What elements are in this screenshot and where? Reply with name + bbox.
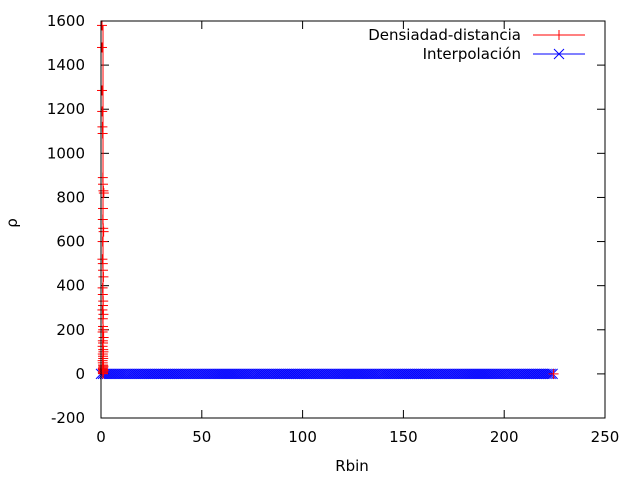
series-densidad bbox=[97, 20, 559, 379]
plot-frame bbox=[100, 20, 606, 419]
legend-sample-interpolacion bbox=[533, 48, 585, 60]
x-tick-label: 150 bbox=[389, 428, 418, 446]
x-tick-label: 250 bbox=[591, 428, 620, 446]
y-tick-label: 800 bbox=[56, 188, 85, 206]
densidad-point bbox=[97, 20, 108, 31]
ticks-layer: 0 50 100 150 200 250 -200 0 200 400 600 800 1000 1200… bbox=[47, 12, 620, 446]
x-axis-label: Rbin bbox=[335, 457, 369, 475]
legend-label-densidad: Densiadad-distancia bbox=[368, 26, 521, 44]
x-tick-label: 100 bbox=[288, 428, 317, 446]
legend-label-interpolacion: Interpolación bbox=[423, 45, 521, 63]
x-tick-label: 50 bbox=[192, 428, 211, 446]
y-tick-label: 1400 bbox=[47, 56, 85, 74]
plot-area bbox=[95, 20, 559, 380]
y-axis-label: ρ bbox=[3, 218, 21, 228]
densidad-point bbox=[98, 226, 109, 237]
densidad-point bbox=[97, 304, 108, 315]
y-tick-label: 1000 bbox=[47, 144, 85, 162]
y-tick-label: 400 bbox=[56, 277, 85, 295]
legend-marker bbox=[553, 48, 565, 60]
y-tick-label: 600 bbox=[56, 233, 85, 251]
y-tick-label: 1200 bbox=[47, 100, 85, 118]
y-tick-label: -200 bbox=[51, 409, 85, 427]
densidad-point bbox=[97, 42, 108, 53]
densidad-point bbox=[548, 368, 559, 379]
x-tick-label: 200 bbox=[490, 428, 519, 446]
series-interpolacion bbox=[95, 368, 558, 380]
legend: Densiadad-distancia Interpolación bbox=[368, 26, 585, 63]
legend-sample-densidad bbox=[533, 30, 585, 40]
x-tick-label: 0 bbox=[96, 428, 106, 446]
densidad-point bbox=[98, 188, 109, 199]
y-tick-label: 200 bbox=[56, 321, 85, 339]
y-tick-label: 1600 bbox=[47, 12, 85, 30]
interpolacion-point bbox=[543, 368, 554, 380]
densidad-point bbox=[97, 85, 108, 96]
densidad-point bbox=[97, 106, 108, 117]
y-tick-label: 0 bbox=[75, 365, 85, 383]
